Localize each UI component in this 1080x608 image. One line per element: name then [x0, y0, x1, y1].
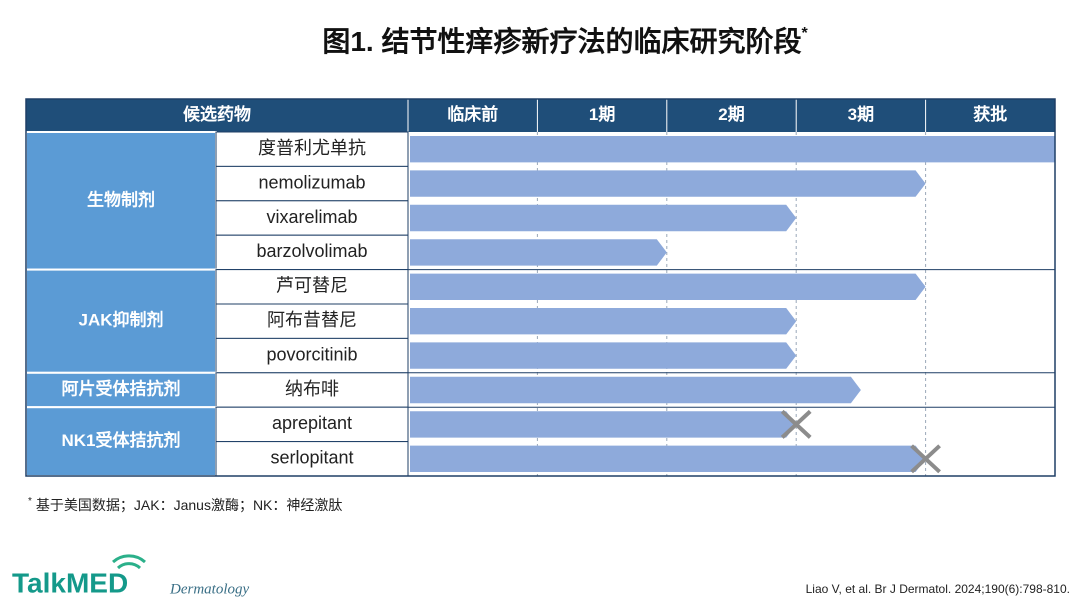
logo: TalkMED — [12, 567, 128, 598]
group-label: 生物制剂 — [87, 189, 155, 209]
discontinued-mark — [910, 444, 941, 474]
footnote: * 基于美国数据；JAK：Janus激酶；NK：神经激肽 — [28, 496, 342, 514]
group-cell — [25, 371, 217, 409]
progress-bar — [410, 308, 797, 335]
drug-cell — [215, 269, 409, 305]
progress-bar — [410, 376, 861, 404]
drug-name: 芦可替尼 — [276, 276, 348, 296]
drug-cell — [215, 406, 409, 443]
drug-name: povorcitinib — [266, 344, 357, 364]
drug-name: 纳布啡 — [285, 379, 339, 399]
group-label: 阿片受体拮抗剂 — [62, 378, 181, 398]
drug-cell — [215, 441, 409, 477]
progress-bar — [410, 342, 797, 369]
citation: Liao V, et al. Br J Dermatol. 2024;190(6… — [806, 582, 1070, 596]
footnote-text: 基于美国数据；JAK：Janus激酶；NK：神经激肽 — [36, 497, 342, 514]
stage-label: 2期 — [718, 105, 744, 124]
discontinued-mark — [780, 409, 812, 439]
drug-name: serlopitant — [270, 448, 353, 468]
title: 图1. 结节性痒疹新疗法的临床研究阶段* — [322, 25, 808, 57]
table-border — [25, 98, 1056, 477]
stage-label: 获批 — [973, 104, 1007, 124]
progress-bar — [410, 445, 926, 472]
drug-name: 阿布昔替尼 — [267, 310, 357, 330]
drug-name: 度普利尤单抗 — [258, 138, 366, 158]
progress-bar — [410, 239, 667, 266]
progress-bar — [410, 273, 926, 300]
progress-bar — [410, 204, 797, 232]
logo-subtitle: Dermatology — [169, 581, 249, 597]
group-label: NK1受体拮抗剂 — [61, 430, 180, 450]
drug-cell — [215, 372, 409, 408]
header-row — [26, 99, 1055, 132]
header-cell: 候选药物 — [183, 104, 251, 124]
progress-bar — [410, 136, 1055, 163]
stage-label: 3期 — [848, 105, 874, 124]
logo-icon — [112, 554, 146, 570]
title-mark: * — [801, 25, 808, 42]
drug-name: nemolizumab — [258, 172, 365, 192]
drug-name: barzolvolimab — [256, 241, 367, 261]
drug-cell — [215, 165, 409, 202]
title-text: 图1. 结节性痒疹新疗法的临床研究阶段 — [322, 25, 801, 57]
group-label: JAK抑制剂 — [78, 310, 163, 330]
drug-cell — [215, 303, 409, 339]
drug-name: vixarelimab — [266, 207, 357, 227]
stage-label: 1期 — [589, 105, 615, 124]
drug-cell — [215, 234, 409, 271]
group-cell — [25, 268, 217, 374]
progress-bar — [410, 170, 926, 197]
drug-name: aprepitant — [272, 413, 352, 433]
drug-cell — [215, 200, 409, 236]
footnote-mark: * — [28, 496, 32, 507]
group-cell — [25, 131, 217, 271]
drug-cell — [215, 337, 409, 374]
stage-label: 临床前 — [447, 104, 498, 124]
progress-bar — [410, 411, 797, 438]
